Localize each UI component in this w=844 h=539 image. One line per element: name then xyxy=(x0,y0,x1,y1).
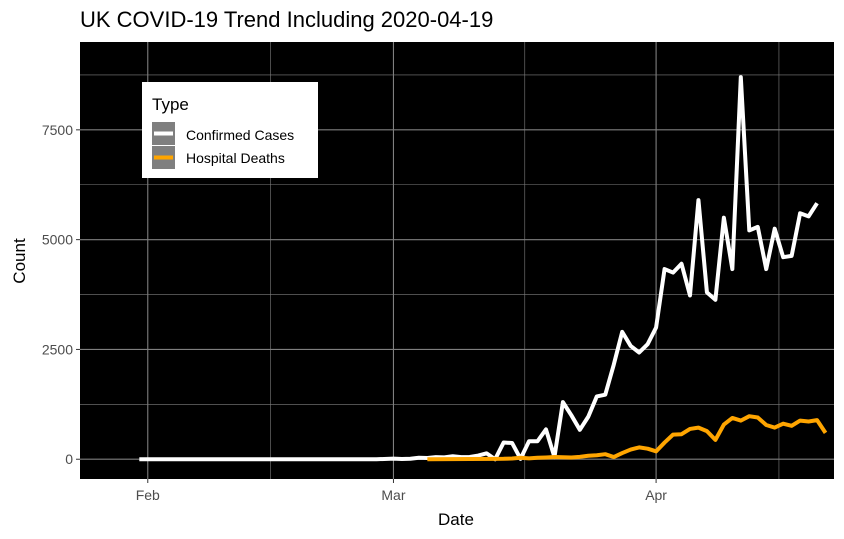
legend-label-deaths: Hospital Deaths xyxy=(186,150,285,166)
chart-title: UK COVID-19 Trend Including 2020-04-19 xyxy=(80,7,493,32)
series-lines xyxy=(139,75,828,462)
y-tick-label: 5000 xyxy=(42,232,73,248)
y-axis: 0 2500 5000 7500 xyxy=(42,122,80,467)
y-axis-title: Count xyxy=(10,238,29,284)
legend: Type Confirmed Cases Hospital Deaths xyxy=(142,82,318,178)
y-tick-label: 7500 xyxy=(42,122,73,138)
y-tick-label: 2500 xyxy=(42,341,73,357)
series-line-hospital-deaths xyxy=(427,414,828,462)
y-tick-label: 0 xyxy=(65,451,73,467)
legend-item-deaths: Hospital Deaths xyxy=(152,146,285,169)
x-axis: Feb Mar Apr xyxy=(136,479,667,503)
legend-item-confirmed: Confirmed Cases xyxy=(152,122,294,145)
x-tick-label: Feb xyxy=(136,487,160,503)
legend-title: Type xyxy=(152,95,189,114)
legend-label-confirmed: Confirmed Cases xyxy=(186,127,294,143)
x-tick-label: Apr xyxy=(645,487,667,503)
x-tick-label: Mar xyxy=(381,487,405,503)
x-axis-title: Date xyxy=(438,510,474,529)
